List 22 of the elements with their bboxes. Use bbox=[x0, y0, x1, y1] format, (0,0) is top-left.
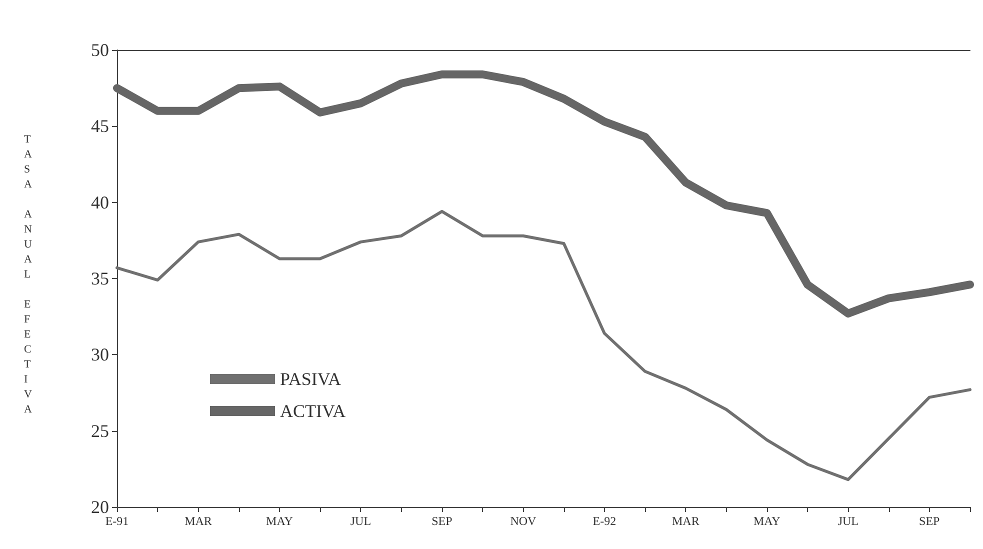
x-tick-label: E-92 bbox=[592, 514, 616, 528]
y-tick-label: 25 bbox=[91, 420, 109, 441]
x-tick-label: MAY bbox=[266, 514, 294, 528]
x-tick-label: JUL bbox=[350, 514, 372, 528]
legend-label: PASIVA bbox=[280, 369, 342, 389]
x-tick-label: SEP bbox=[919, 514, 940, 528]
text: TASA ANUAL EFECTIVA bbox=[24, 134, 32, 416]
x-tick-label: MAR bbox=[672, 514, 700, 528]
y-tick-label: 30 bbox=[91, 344, 109, 365]
x-tick-label: SEP bbox=[432, 514, 453, 528]
line-series bbox=[116, 210, 972, 482]
y-tick-label: 20 bbox=[91, 497, 109, 517]
y-tick-label: 45 bbox=[91, 116, 109, 136]
x-tick-label: JUL bbox=[838, 514, 858, 528]
x-tick-label: MAR bbox=[184, 514, 212, 528]
y-tick-label: 50 bbox=[91, 40, 109, 60]
legend-label: ACTIVA bbox=[280, 401, 346, 421]
x-tick-label: E-91 bbox=[105, 514, 129, 528]
x-tick-label: MAY bbox=[753, 514, 781, 528]
y-tick-label: 35 bbox=[91, 268, 109, 288]
x-tick-label: NOV bbox=[510, 514, 537, 528]
y-tick-label: 40 bbox=[91, 192, 109, 212]
